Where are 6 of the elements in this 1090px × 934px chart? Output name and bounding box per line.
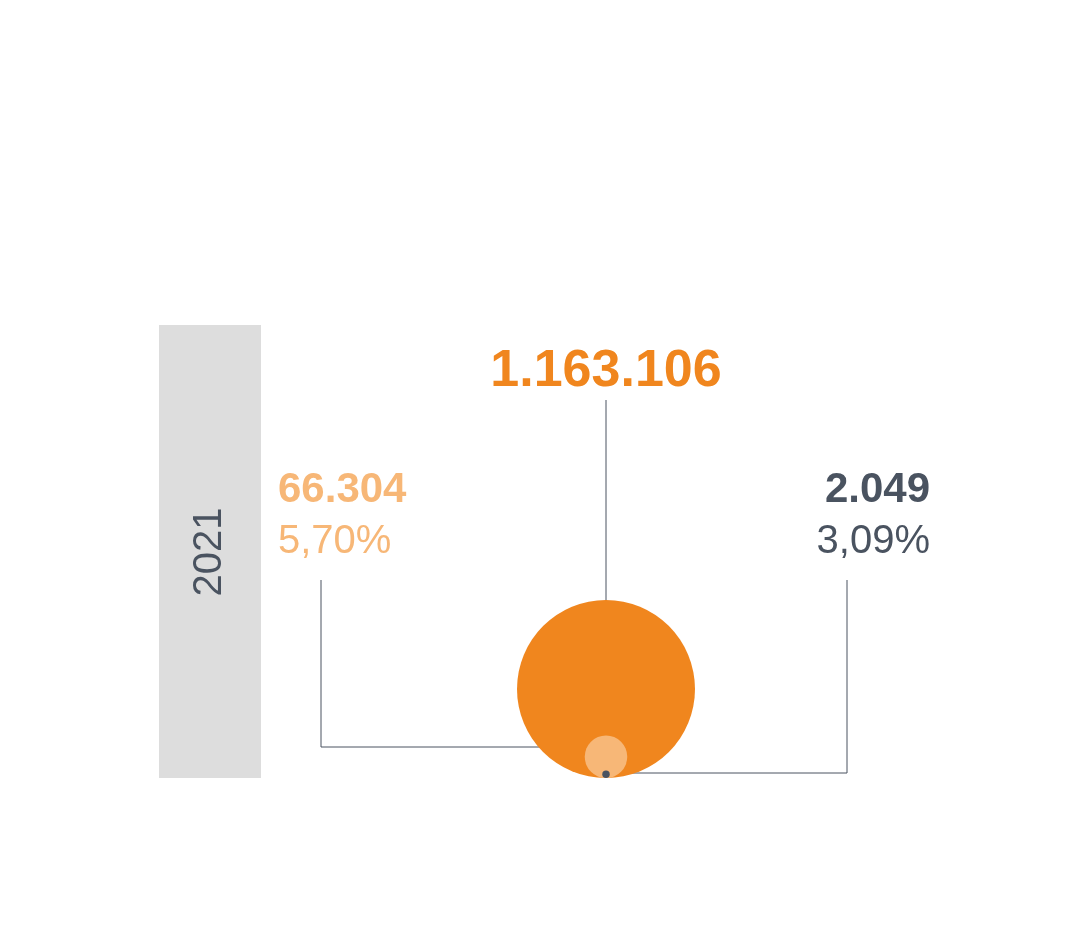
text: 5,70% [278,517,392,562]
text: 2021 [185,507,230,597]
data-label: 1.163.106 [490,339,722,398]
text: 3,09% [816,517,930,562]
data-label: 2.049 [824,463,930,511]
data-label: 66.304 [278,463,408,511]
